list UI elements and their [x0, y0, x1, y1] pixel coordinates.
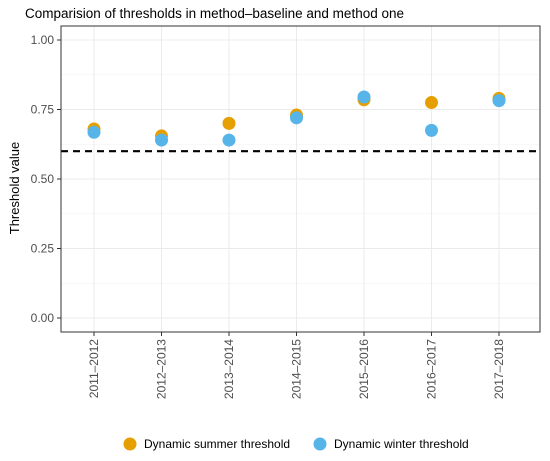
x-tick-label: 2015–2016: [357, 339, 371, 399]
point-winter: [492, 94, 506, 108]
x-tick-label: 2017–2018: [492, 339, 506, 399]
y-axis-title: Threshold value: [7, 142, 22, 235]
y-tick-label: 0.75: [31, 103, 55, 117]
x-tick-label: 2012–2013: [155, 339, 169, 399]
legend-label: Dynamic winter threshold: [334, 437, 469, 451]
point-summer: [222, 116, 236, 130]
legend-key-summer: [123, 437, 137, 451]
x-tick-label: 2011–2012: [87, 339, 101, 399]
point-summer: [425, 96, 438, 110]
x-tick-label: 2014–2015: [290, 339, 304, 399]
point-winter: [425, 123, 438, 137]
y-tick-label: 1.00: [31, 33, 55, 47]
legend-key-winter: [313, 437, 327, 451]
point-winter: [222, 133, 236, 147]
x-tick-label: 2016–2017: [425, 339, 439, 399]
legend: Dynamic summer threshold Dynamic winter t…: [123, 437, 469, 451]
point-winter: [290, 111, 303, 125]
x-tick-label: 2013–2014: [222, 339, 236, 399]
y-tick-label: 0.25: [31, 242, 55, 256]
chart-title: Comparision of thresholds in method–base…: [25, 6, 404, 21]
y-tick-label: 0.00: [31, 311, 55, 325]
y-tick-label: 0.50: [31, 172, 55, 186]
plot-area: 0.00 0.25 0.50 0.75 1.00 2011–2012 2012–2013 20…: [31, 25, 541, 399]
point-winter: [357, 90, 371, 104]
point-winter: [87, 125, 101, 139]
legend-label: Dynamic summer threshold: [144, 437, 290, 451]
point-winter: [155, 133, 168, 147]
